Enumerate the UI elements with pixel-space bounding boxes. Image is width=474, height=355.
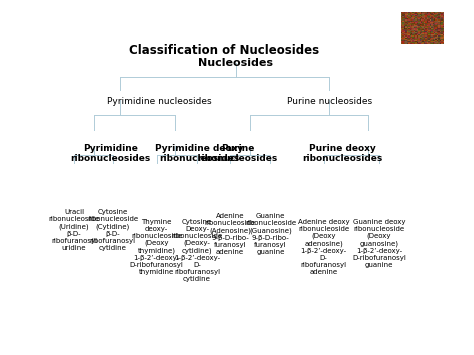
Text: Nucleosides: Nucleosides <box>198 58 273 68</box>
Text: Adenine
ribonucleoside
(Adenosine)
9-β-D-ribo-
furanosyl
adenine: Adenine ribonucleoside (Adenosine) 9-β-D… <box>204 213 255 255</box>
Text: Thymine
deoxy-
ribonucleoside
(Deoxy
thymidine)
1-β-2’-deoxy-
D-ribofuranosyl
th: Thymine deoxy- ribonucleoside (Deoxy thy… <box>130 219 183 275</box>
Text: Pyrimidine deoxy
ribonucleosides: Pyrimidine deoxy ribonucleosides <box>155 144 243 163</box>
Text: Purine deoxy
ribonucleosides: Purine deoxy ribonucleosides <box>302 144 382 163</box>
Text: Purine nucleosides: Purine nucleosides <box>287 97 372 106</box>
Text: Cytosine
Deoxy-
ribonucleoside
(Deoxy-
cytidine)
1-β-2’-deoxy-
D-
ribofuranosyl
: Cytosine Deoxy- ribonucleoside (Deoxy- c… <box>172 219 223 282</box>
Text: Pyrimidine nucleosides: Pyrimidine nucleosides <box>107 97 211 106</box>
Text: Pyrimidine
ribonucleosides: Pyrimidine ribonucleosides <box>70 144 151 163</box>
Text: Guanine
ribonucleoside
(Guanosine)
9-β-D-ribo-
furanosyl
guanine: Guanine ribonucleoside (Guanosine) 9-β-D… <box>245 213 296 255</box>
Text: Classification of Nucleosides: Classification of Nucleosides <box>129 44 319 57</box>
Text: Cytosine
ribonucleoside
(Cytidine)
β-D-
ribofuranosyl
cytidine: Cytosine ribonucleoside (Cytidine) β-D- … <box>87 209 138 251</box>
Text: Purine
ribonucleosides: Purine ribonucleosides <box>197 144 278 163</box>
Text: Uracil
ribonucleoside
(Uridine)
β-D-
ribofuranosyl
uridine: Uracil ribonucleoside (Uridine) β-D- rib… <box>48 209 100 251</box>
Text: Guanine deoxy
ribonucleoside
(Deoxy
guanosine)
1-β-2’-deoxy-
D-ribofuranosyl
gua: Guanine deoxy ribonucleoside (Deoxy guan… <box>352 219 406 268</box>
Text: Adenine deoxy
ribonucleoside
(Deoxy
adenosine)
1-β-2’-deoxy-
D-
ribofuranosyl
ad: Adenine deoxy ribonucleoside (Deoxy aden… <box>298 219 349 275</box>
